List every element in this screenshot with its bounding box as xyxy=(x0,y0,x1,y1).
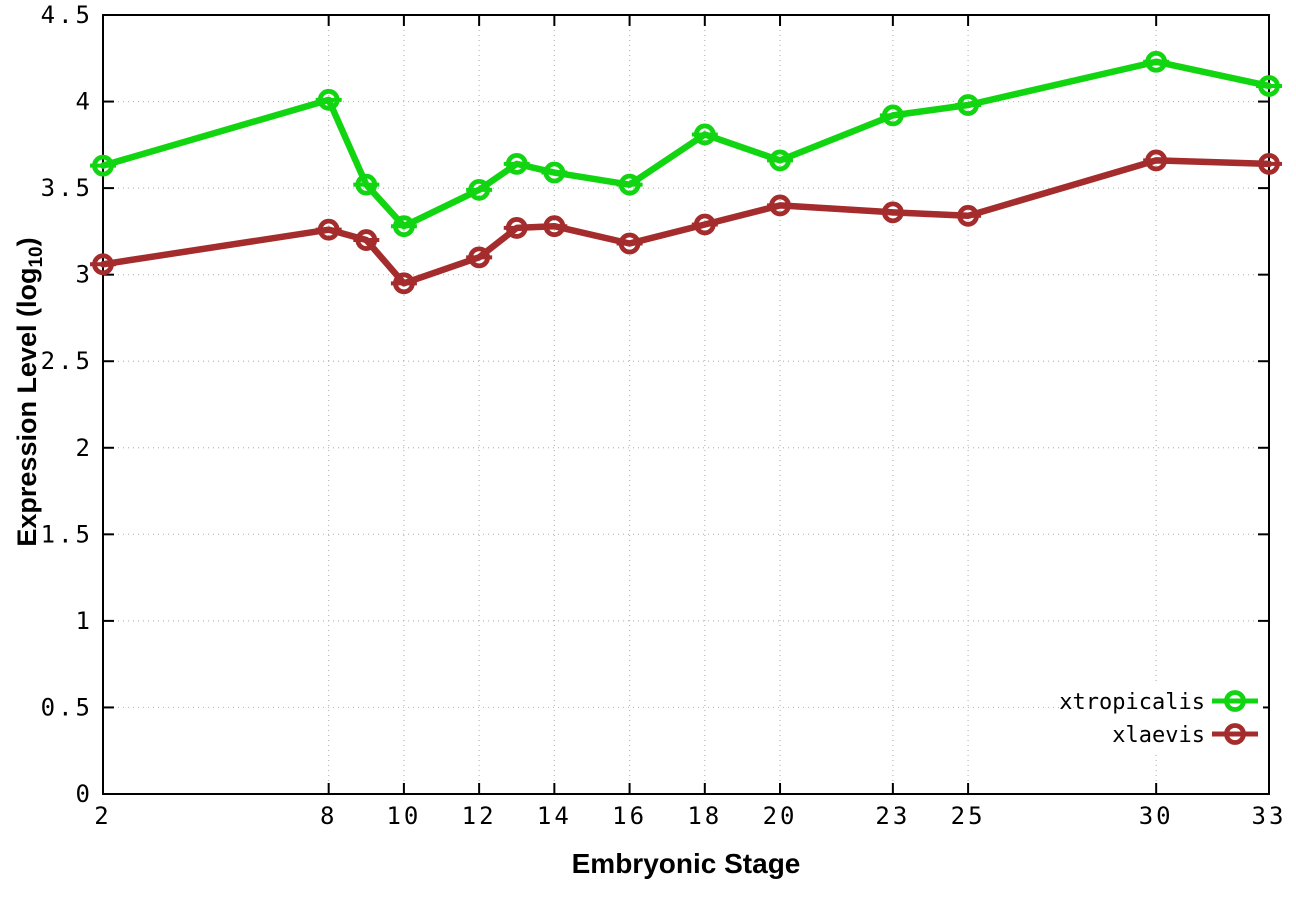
y-tick-label: 3 xyxy=(76,261,93,289)
data-point-xtropicalis-14-marker xyxy=(543,161,566,184)
legend-entry-xtropicalis: xtropicalis xyxy=(1059,690,1258,715)
data-point-xtropicalis-12-marker xyxy=(468,178,491,201)
y-tick-label: 1 xyxy=(76,607,93,635)
x-tick-label: 14 xyxy=(537,802,572,830)
y-axis-title-suffix: ) xyxy=(11,237,42,247)
plot-border xyxy=(102,14,1270,795)
tick-labels: 2 8 10 12 14 16 18 20 23 25 30 33 0 0.5 1 1.5 2 2.5 3 3.5 4 4… xyxy=(41,1,1287,830)
x-tick-label: 12 xyxy=(462,802,497,830)
x-tick-label: 18 xyxy=(687,802,722,830)
y-tick-label: 4.5 xyxy=(41,1,93,29)
y-tick-label: 0.5 xyxy=(41,693,93,721)
data-point-xtropicalis-33-marker xyxy=(1258,75,1280,97)
legend-sample-marker-xtropicalis xyxy=(1224,690,1246,712)
x-tick-label: 8 xyxy=(320,802,337,830)
data-point-xtropicalis-23-marker xyxy=(881,104,904,127)
data-point-xtropicalis-16-marker xyxy=(618,173,641,196)
legend-sample-marker-xlaevis xyxy=(1224,723,1246,745)
data-point-xtropicalis-30-marker xyxy=(1145,50,1168,73)
data-point-xlaevis-20-marker xyxy=(769,194,791,217)
y-tick-label: 4 xyxy=(76,88,93,116)
data-point-xlaevis-10-marker xyxy=(393,272,415,295)
y-tick-label: 2 xyxy=(76,434,93,462)
legend: xtropicalis xlaevis xyxy=(1059,682,1263,752)
data-point-xtropicalis-9-marker xyxy=(355,173,378,196)
y-tick-label: 2.5 xyxy=(41,347,93,375)
data-point-xlaevis-25-marker xyxy=(957,204,979,227)
data-point-xtropicalis-2-marker xyxy=(92,154,114,177)
x-tick-label: 2 xyxy=(94,802,111,830)
x-tick-label: 23 xyxy=(875,802,910,830)
data-point-xlaevis-30-marker xyxy=(1145,149,1168,172)
data-point-xtropicalis-10-marker xyxy=(393,215,415,238)
data-point-xlaevis-18-marker xyxy=(693,213,716,236)
axis-ticks xyxy=(102,14,1270,795)
y-tick-label: 0 xyxy=(76,780,93,808)
data-point-xtropicalis-18-marker xyxy=(693,123,716,146)
x-tick-label: 25 xyxy=(951,802,986,830)
gridlines xyxy=(103,15,1269,794)
data-point-xlaevis-33-marker xyxy=(1258,152,1280,175)
data-point-xlaevis-16-marker xyxy=(618,232,641,255)
xtropicalis-line xyxy=(99,58,1273,230)
data-point-xlaevis-23-marker xyxy=(881,201,904,224)
data-point-xlaevis-13-marker xyxy=(505,217,528,239)
xlaevis-line xyxy=(99,157,1273,287)
data-point-xtropicalis-25-marker xyxy=(957,94,979,116)
x-tick-label: 16 xyxy=(612,802,647,830)
y-tick-label: 3.5 xyxy=(41,174,93,202)
data-point-xlaevis-14-marker xyxy=(543,215,566,238)
y-axis-title: Expression Level (log10) xyxy=(12,237,48,546)
legend-label-xtropicalis: xtropicalis xyxy=(1059,690,1205,715)
x-tick-label: 10 xyxy=(386,802,421,830)
data-point-xlaevis-2-marker xyxy=(92,253,114,276)
data-point-xtropicalis-20-marker xyxy=(769,149,791,172)
y-axis-title-subscript: 10 xyxy=(26,246,48,268)
y-axis-title-prefix: Expression Level (log xyxy=(11,267,42,547)
x-tick-label: 33 xyxy=(1252,802,1287,830)
series-xtropicalis xyxy=(90,50,1282,238)
x-tick-label: 20 xyxy=(763,802,798,830)
data-point-xlaevis-9-marker xyxy=(355,229,378,251)
x-axis-title: Embryonic Stage xyxy=(571,848,801,879)
legend-entry-xlaevis: xlaevis xyxy=(1112,723,1258,748)
data-point-xtropicalis-13-marker xyxy=(505,152,528,175)
y-tick-label: 1.5 xyxy=(41,520,93,548)
data-point-xtropicalis-8-marker xyxy=(317,88,340,111)
data-point-xlaevis-8-marker xyxy=(317,218,340,241)
x-tick-label: 30 xyxy=(1139,802,1174,830)
legend-label-xlaevis: xlaevis xyxy=(1112,723,1205,748)
series-xlaevis xyxy=(90,149,1282,295)
data-point-xlaevis-12-marker xyxy=(468,246,491,269)
